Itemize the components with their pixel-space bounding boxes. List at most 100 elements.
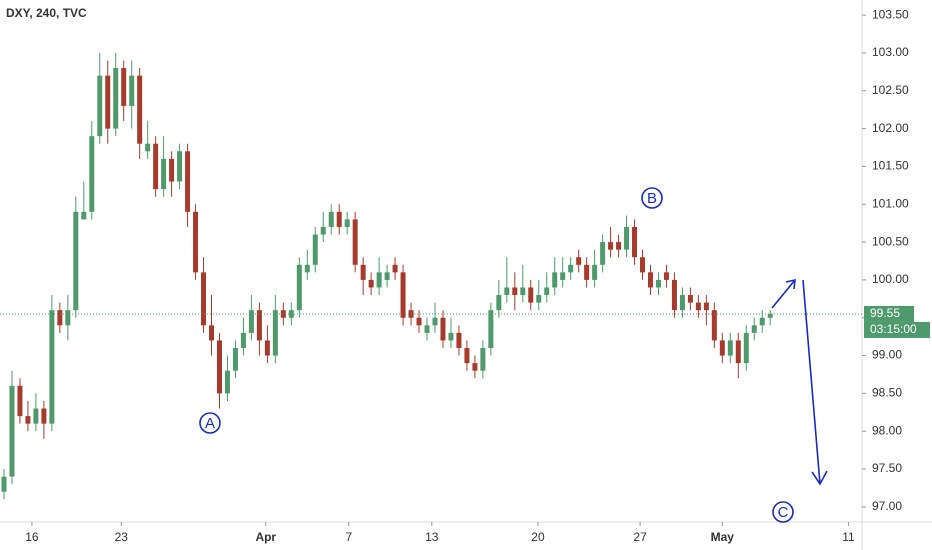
arrow-down: [802, 279, 828, 486]
candle-body: [216, 340, 222, 394]
y-tick-label: 98.50: [872, 386, 902, 400]
wave-circle: [199, 412, 221, 434]
candle-body: [57, 310, 63, 326]
candle-body: [560, 272, 566, 280]
candle-body: [400, 272, 406, 318]
candle-body: [201, 272, 207, 326]
last-price-box: [864, 305, 914, 322]
candle-body: [89, 136, 95, 212]
candle-body: [695, 302, 701, 311]
y-tick-label: 97.50: [872, 461, 902, 475]
candle-body: [161, 158, 167, 190]
candle-body: [105, 75, 111, 129]
y-tick-label: 97.00: [872, 499, 902, 513]
candle-body: [464, 348, 470, 364]
candle-body: [432, 317, 438, 326]
x-tick-label: 23: [115, 530, 129, 544]
candle-body: [472, 363, 478, 371]
candle-body: [224, 370, 230, 394]
candle-body: [424, 325, 430, 333]
candle-body: [528, 287, 534, 303]
candle-body: [320, 226, 326, 235]
candle-body: [544, 287, 550, 296]
y-tick-label: 103.50: [872, 7, 909, 21]
candle-body: [368, 279, 374, 288]
candle-body: [280, 310, 286, 318]
y-tick-label: 100.50: [872, 234, 909, 248]
candle-body: [488, 310, 494, 348]
candle-body: [137, 75, 143, 144]
candle-body: [512, 287, 518, 296]
candle-body: [376, 272, 382, 288]
countdown-box: [864, 321, 930, 338]
candle-body: [751, 325, 757, 333]
x-tick-label: 13: [425, 530, 439, 544]
candle-body: [496, 295, 502, 311]
last-price-label: 99.55: [870, 306, 900, 320]
x-tick-label: Apr: [255, 530, 276, 544]
x-tick-label: 27: [633, 530, 647, 544]
candle-body: [632, 226, 638, 258]
candle-body: [536, 295, 542, 303]
candle-body: [735, 340, 741, 364]
candle-body: [384, 272, 390, 280]
candle-body: [304, 264, 310, 273]
candle-body: [711, 310, 717, 341]
candle-body: [647, 272, 653, 288]
candle-body: [743, 332, 749, 364]
candle-body: [17, 385, 23, 417]
x-tick-label: 20: [531, 530, 545, 544]
candle-body: [65, 310, 71, 326]
candle-body: [608, 242, 614, 250]
candle-body: [145, 143, 151, 152]
candle-body: [209, 325, 215, 341]
candle-body: [344, 219, 350, 227]
candle-body: [177, 151, 183, 182]
candle-body: [336, 211, 342, 227]
x-tick-label: 11: [842, 530, 855, 544]
candle-body: [592, 264, 598, 280]
candle-body: [568, 264, 574, 273]
candle-body: [727, 340, 733, 356]
wave-label: C: [778, 504, 789, 521]
candle-body: [671, 279, 677, 311]
candle-body: [600, 242, 606, 265]
candle-body: [360, 264, 366, 280]
candle-body: [272, 310, 278, 356]
candle-body: [624, 226, 630, 250]
candle-body: [312, 234, 318, 265]
candle-body: [240, 332, 246, 348]
y-tick-label: 102.00: [872, 121, 909, 135]
x-tick-label: May: [711, 530, 735, 544]
candle-body: [767, 313, 773, 318]
candle-body: [687, 295, 693, 303]
candle-body: [663, 272, 669, 280]
y-tick-label: 102.50: [872, 83, 909, 97]
candle-body: [1, 476, 7, 492]
candle-body: [552, 272, 558, 288]
candle-body: [129, 75, 135, 106]
y-tick-label: 98.00: [872, 423, 902, 437]
x-tick-label: 16: [25, 530, 39, 544]
candle-body: [448, 332, 454, 341]
candle-body: [520, 287, 526, 296]
candle-body: [248, 310, 254, 333]
candle-body: [416, 317, 422, 326]
candle-body: [33, 408, 39, 424]
candle-body: [616, 242, 622, 250]
candle-body: [25, 416, 31, 424]
y-tick-label: 99.00: [872, 348, 902, 362]
candle-body: [9, 385, 15, 477]
candle-body: [456, 332, 462, 348]
y-tick-label: 103.00: [872, 45, 909, 59]
candle-body: [193, 211, 199, 273]
candle-body: [41, 408, 47, 424]
candle-body: [655, 279, 661, 288]
candle-body: [584, 264, 590, 280]
candle-body: [169, 158, 175, 182]
candle-body: [759, 317, 765, 326]
candle-body: [49, 310, 55, 424]
y-tick-label: 101.00: [872, 196, 909, 210]
